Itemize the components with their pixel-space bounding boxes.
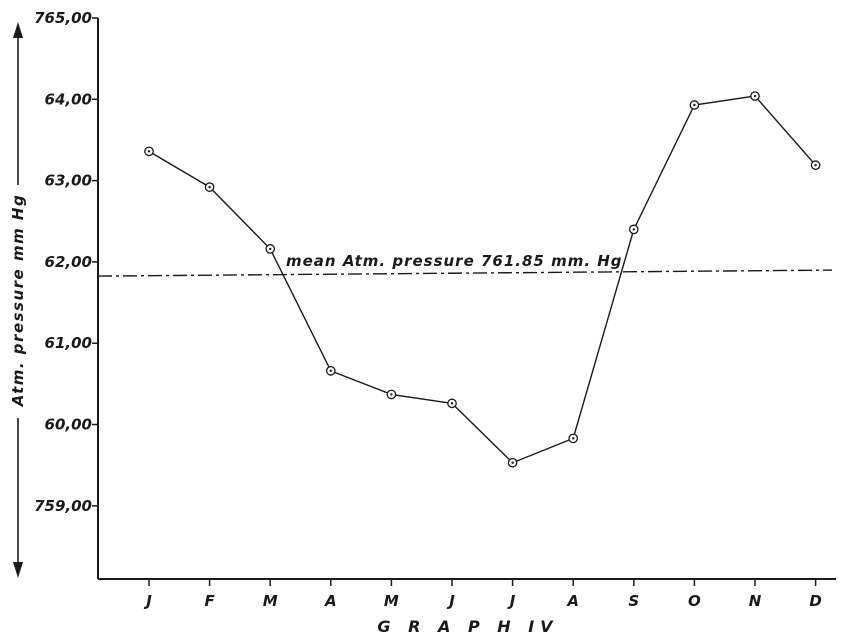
data-point-center	[450, 402, 454, 405]
data-point-center	[753, 94, 757, 98]
data-point-center	[693, 103, 696, 107]
y-tick-label: 62,00	[45, 253, 92, 271]
x-tick-label: N	[749, 592, 762, 610]
x-tick-label: S	[628, 592, 639, 610]
y-axis-ticks: 765,00 64,00 63,00 62,00 61,00 60,00 759,00	[34, 9, 98, 515]
x-tick-label: A	[566, 592, 579, 610]
data-point-center	[814, 163, 817, 167]
mean-line	[97, 269, 833, 277]
data-point-center	[329, 369, 332, 373]
series-group	[144, 91, 821, 468]
y-tick-label: 759,00	[34, 497, 92, 515]
x-tick-label: M	[384, 592, 399, 610]
y-axis-label-group: Atm. pressure mm Hg	[9, 22, 27, 578]
data-point-center	[147, 150, 151, 153]
mean-line-group: mean Atm. pressure 761.85 mm. Hg	[97, 252, 833, 277]
y-tick-label: 60,00	[45, 416, 92, 434]
data-point-center	[632, 228, 635, 231]
x-tick-label: A	[324, 592, 337, 610]
y-tick-label: 64,00	[45, 90, 92, 108]
x-tick-label: J	[446, 592, 455, 610]
data-point-center	[511, 461, 514, 464]
x-tick-label: J	[143, 592, 152, 610]
x-tick-label: O	[688, 592, 701, 610]
mean-line-label: mean Atm. pressure 761.85 mm. Hg	[286, 252, 623, 270]
chart-axes	[97, 18, 836, 580]
x-tick-label: F	[204, 592, 215, 610]
chart-title: G R A P H IV	[377, 617, 558, 636]
y-axis-label: Atm. pressure mm Hg	[9, 194, 27, 407]
y-tick-label: 61,00	[45, 334, 92, 352]
data-point-center	[572, 437, 575, 440]
data-point-center	[269, 247, 272, 251]
arrow-down-icon	[13, 562, 23, 578]
arrow-up-icon	[13, 22, 23, 38]
series-line	[148, 95, 817, 464]
y-tick-label: 63,00	[45, 172, 92, 190]
x-tick-label: D	[809, 592, 821, 610]
y-tick-label: 765,00	[34, 9, 92, 27]
data-point-center	[208, 185, 211, 189]
x-tick-label: J	[507, 592, 516, 610]
data-point-center	[390, 393, 393, 396]
x-tick-label: M	[263, 592, 278, 610]
